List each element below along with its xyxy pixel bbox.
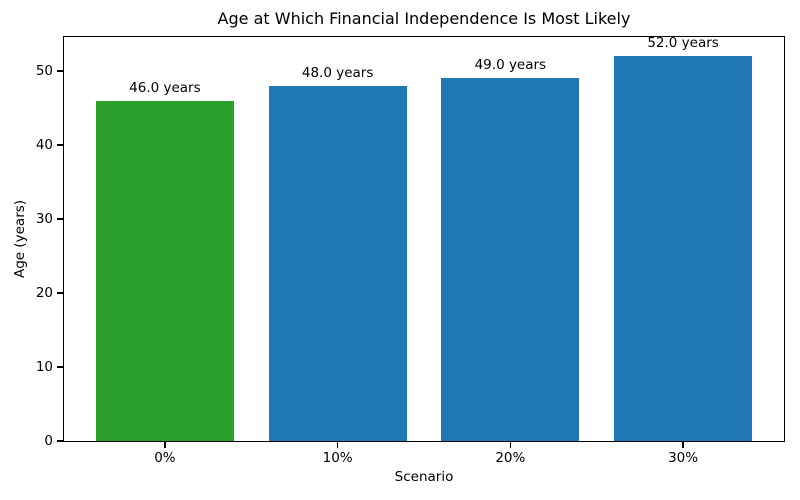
y-tick-label: 20 [35,285,53,301]
x-tick-mark [164,442,166,448]
x-tick-mark [336,442,339,448]
bar-value-label: 46.0 years [129,79,201,96]
y-tick-label: 30 [35,211,53,228]
y-tick-mark [57,144,63,146]
x-tick-label: 0% [154,450,176,466]
x-tick-label: 30% [668,450,699,466]
y-tick-label: 50 [35,63,53,80]
y-tick-mark [57,218,63,220]
bar-value-label: 48.0 years [301,64,374,81]
y-tick-mark [57,70,63,72]
y-tick-mark [57,440,63,442]
chart-title: Age at Which Financial Independence Is M… [217,9,631,28]
x-tick-label: 20% [495,450,526,466]
bar [441,78,580,441]
y-tick-label: 10 [35,359,53,375]
bar [268,85,407,441]
x-axis-label: Scenario [394,469,454,485]
y-tick-label: 40 [35,137,53,154]
bar [614,56,753,441]
x-tick-mark [509,442,512,448]
y-tick-mark [57,366,63,368]
x-tick-mark [682,442,684,448]
y-tick-mark [57,292,63,294]
y-tick-label: 0 [44,433,53,449]
bar-value-label: 49.0 years [474,57,547,74]
x-tick-label: 10% [322,450,353,466]
bar-value-label: 52.0 years [647,35,719,52]
bar [95,100,234,441]
